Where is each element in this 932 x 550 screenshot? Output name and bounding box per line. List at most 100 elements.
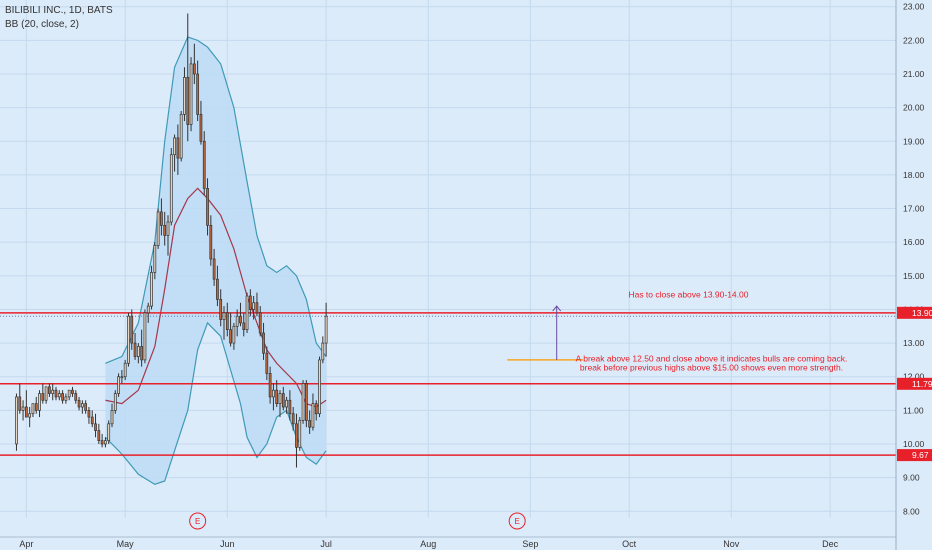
y-tick-label: 21.00 <box>903 69 925 79</box>
candle-body <box>100 440 104 445</box>
y-tick-label: 22.00 <box>903 35 925 45</box>
candle-body <box>67 389 71 398</box>
candle-body <box>80 403 84 408</box>
earnings-marker-label: E <box>515 517 520 526</box>
candle-body <box>87 410 91 418</box>
indicator-label: BB (20, close, 2) <box>5 19 79 30</box>
annotation-text: break before previous highs above $15.00… <box>580 363 843 373</box>
x-tick-label: Sep <box>522 539 538 549</box>
candle-body <box>166 221 170 236</box>
price-label-text: 9.67 <box>912 450 929 460</box>
candle-body <box>232 325 236 344</box>
candle-body <box>107 423 111 441</box>
y-tick-label: 17.00 <box>903 204 925 214</box>
annotation-text: A break above 12.50 and close above it i… <box>576 354 848 364</box>
y-tick-label: 18.00 <box>903 170 925 180</box>
candle-body <box>143 312 147 361</box>
candle-body <box>15 396 18 445</box>
y-tick-label: 10.00 <box>903 439 925 449</box>
candle-body <box>18 396 22 411</box>
y-tick-label: 20.00 <box>903 103 925 113</box>
candle-body <box>97 430 101 441</box>
candle-body <box>212 258 216 280</box>
candle-body <box>285 399 288 408</box>
candle-body <box>64 396 68 401</box>
y-tick-label: 8.00 <box>903 506 920 516</box>
candle-body <box>225 312 229 330</box>
candle-body <box>209 225 213 260</box>
candle-body <box>275 389 279 404</box>
annotation-text: Has to close above 13.90-14.00 <box>628 290 748 300</box>
candle-body <box>314 403 318 415</box>
y-tick-label: 16.00 <box>903 237 925 247</box>
candle-body <box>311 403 315 428</box>
candle-body <box>179 114 183 159</box>
candle-body <box>206 188 209 226</box>
y-tick-label: 12.00 <box>903 372 925 382</box>
candle-body <box>71 389 74 394</box>
chart-legend: BILIBILI INC., 1D, BATS BB (20, close, 2… <box>5 4 113 32</box>
candle-body <box>219 299 223 320</box>
candle-body <box>127 315 130 364</box>
candle-body <box>301 383 305 421</box>
candle-body <box>130 315 134 344</box>
y-tick-label: 23.00 <box>903 2 925 12</box>
candle-body <box>163 225 167 236</box>
candle-body <box>31 403 35 415</box>
y-tick-label: 15.00 <box>903 271 925 281</box>
price-label-badge <box>897 306 932 319</box>
candle-body <box>61 393 64 401</box>
candle-body <box>133 342 137 357</box>
candle-body <box>140 346 144 361</box>
candle-body <box>272 389 275 398</box>
candle-body <box>308 420 312 428</box>
candle-body <box>110 410 114 425</box>
y-tick-label: 9.00 <box>903 473 920 483</box>
candle-body <box>28 413 32 418</box>
x-tick-label: Jun <box>220 539 235 549</box>
candle-body <box>199 114 203 142</box>
candle-body <box>90 416 94 425</box>
candle-body <box>120 376 124 379</box>
candle-body <box>183 77 186 115</box>
y-tick-label: 19.00 <box>903 136 925 146</box>
candle-body <box>252 302 256 310</box>
y-tick-label: 11.00 <box>903 405 924 415</box>
x-tick-label: Oct <box>622 539 637 549</box>
candle-body <box>242 322 246 330</box>
price-label-text: 11.79 <box>912 379 932 389</box>
candle-body <box>189 63 193 125</box>
candle-body <box>94 423 97 431</box>
candle-body <box>173 137 176 156</box>
candle-body <box>150 272 153 307</box>
candle-body <box>123 362 127 378</box>
candle-body <box>222 312 226 320</box>
candle-body <box>153 245 157 273</box>
y-tick-label: 13.00 <box>903 338 925 348</box>
candle-body <box>248 295 252 310</box>
candle-body <box>235 315 239 327</box>
x-tick-label: Apr <box>19 539 33 549</box>
candle-body <box>298 420 302 448</box>
candle-body <box>192 63 196 75</box>
x-tick-label: Dec <box>822 539 839 549</box>
candle-body <box>41 393 45 401</box>
candle-body <box>156 211 160 246</box>
bollinger-upper-line <box>105 36 327 364</box>
candle-body <box>318 359 321 415</box>
candle-body <box>216 278 219 300</box>
candle-body <box>44 386 48 401</box>
candle-body <box>196 73 200 115</box>
candle-body <box>262 332 265 354</box>
candle-body <box>84 403 88 411</box>
candle-body <box>268 373 272 398</box>
candle-body <box>38 393 41 411</box>
x-tick-label: Nov <box>723 539 740 549</box>
candle-body <box>34 403 38 411</box>
candle-body <box>258 312 262 334</box>
price-label-text: 13.90 <box>912 308 932 318</box>
candle-body <box>54 389 58 398</box>
candle-body <box>324 315 328 344</box>
